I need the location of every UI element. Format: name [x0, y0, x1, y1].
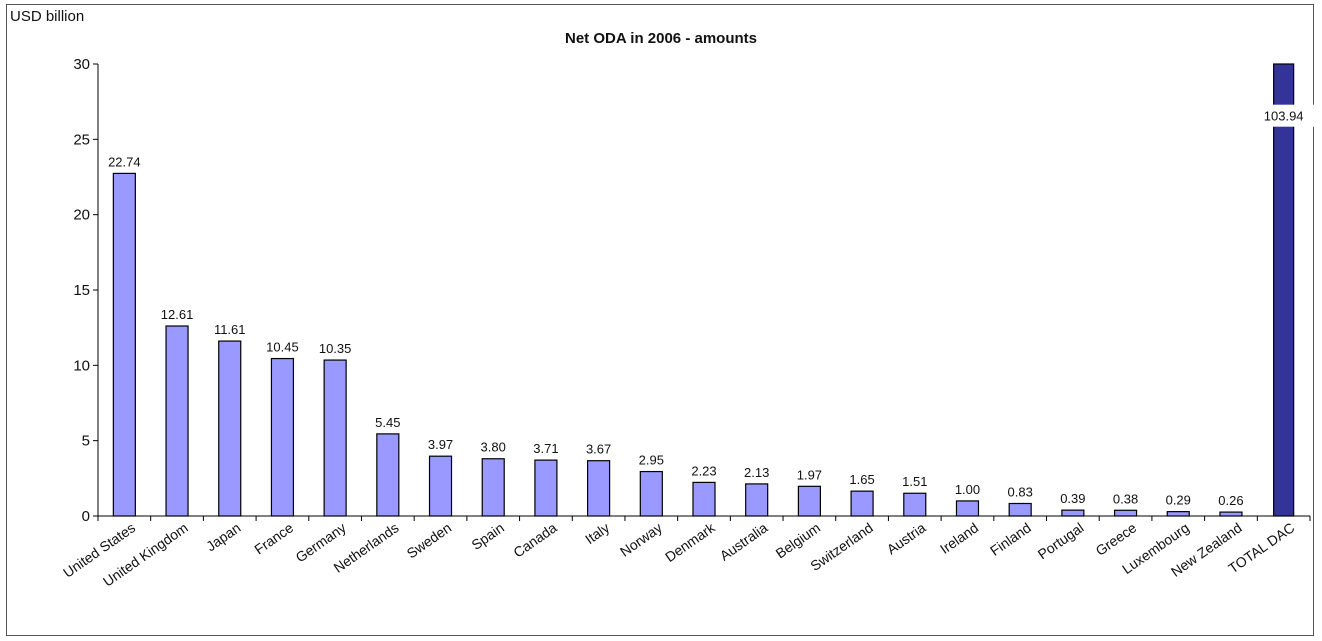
bar-value-label: 103.94: [1264, 109, 1304, 124]
y-tick-label: 15: [73, 282, 90, 299]
x-category-label: Japan: [203, 519, 243, 554]
bar: [1166, 511, 1190, 517]
x-category-label: Canada: [510, 519, 560, 560]
bar-value-label: 22.74: [108, 154, 141, 169]
x-category-label: Austria: [884, 519, 929, 557]
bar: [323, 359, 347, 517]
bar-value-label: 2.95: [639, 453, 664, 468]
bar-value-label: 10.35: [319, 341, 352, 356]
x-category-label: Spain: [468, 519, 507, 553]
bar: [1273, 63, 1295, 517]
y-tick-label: 0: [82, 508, 90, 525]
y-tick-label: 5: [82, 433, 90, 450]
bar-value-label: 1.51: [902, 474, 927, 489]
bar: [1219, 511, 1243, 517]
x-category-label: France: [251, 519, 296, 557]
bar: [534, 459, 558, 517]
total-value-label-background: [1251, 104, 1316, 127]
bar-value-label: 1.97: [797, 467, 822, 482]
bar-value-label: 0.29: [1166, 493, 1191, 508]
bar: [587, 460, 611, 517]
bar-value-label: 10.45: [266, 340, 299, 355]
x-category-label: Norway: [617, 519, 665, 559]
bar-value-label: 3.71: [533, 441, 558, 456]
bar: [692, 481, 716, 517]
bar: [165, 325, 189, 517]
y-tick-label: 20: [73, 207, 90, 224]
bar: [428, 455, 453, 517]
bar-value-label: 3.80: [481, 440, 506, 455]
bar: [112, 172, 136, 517]
bar-value-label: 2.13: [744, 465, 769, 480]
bar: [481, 458, 505, 517]
bar: [850, 490, 874, 517]
bar-value-label: 3.97: [428, 437, 453, 452]
bar: [1061, 509, 1085, 517]
chart-frame: [6, 4, 1314, 636]
bar-value-label: 5.45: [375, 415, 400, 430]
y-tick-label: 10: [73, 357, 90, 374]
bar-value-label: 0.38: [1113, 491, 1138, 506]
bar-value-label: 0.26: [1218, 493, 1243, 508]
x-category-label: Sweden: [404, 519, 455, 561]
bar: [1008, 502, 1032, 517]
x-category-label: Finland: [987, 519, 1034, 558]
bar-value-label: 11.61: [214, 322, 246, 337]
bar: [218, 340, 242, 517]
y-tick-label: 25: [73, 131, 90, 148]
bar: [270, 357, 295, 517]
bar-value-label: 2.23: [691, 463, 716, 478]
x-category-label: Denmark: [662, 519, 719, 565]
chart-title: Net ODA in 2006 - amounts: [565, 30, 757, 47]
bar-value-label: 12.61: [161, 307, 194, 322]
bar-value-label: 3.67: [586, 442, 611, 457]
x-category-label: Greece: [1092, 519, 1139, 559]
bar-value-label: 1.00: [955, 482, 980, 497]
x-category-label: Australia: [717, 519, 771, 563]
bar: [1113, 509, 1138, 517]
y-tick-label: 30: [73, 56, 90, 73]
bar-value-label: 0.39: [1060, 491, 1085, 506]
x-category-label: Portugal: [1035, 519, 1087, 562]
bar-value-label: 0.83: [1008, 484, 1033, 499]
bar: [797, 485, 821, 517]
y-axis-unit-label: USD billion: [10, 8, 85, 25]
bar: [903, 492, 927, 517]
bar-value-label: 1.65: [849, 472, 874, 487]
x-category-label: Ireland: [937, 519, 981, 557]
bar: [955, 500, 980, 517]
bar: [639, 470, 663, 517]
bar: [745, 483, 769, 517]
x-category-label: Italy: [582, 519, 612, 547]
bar: [376, 433, 400, 517]
